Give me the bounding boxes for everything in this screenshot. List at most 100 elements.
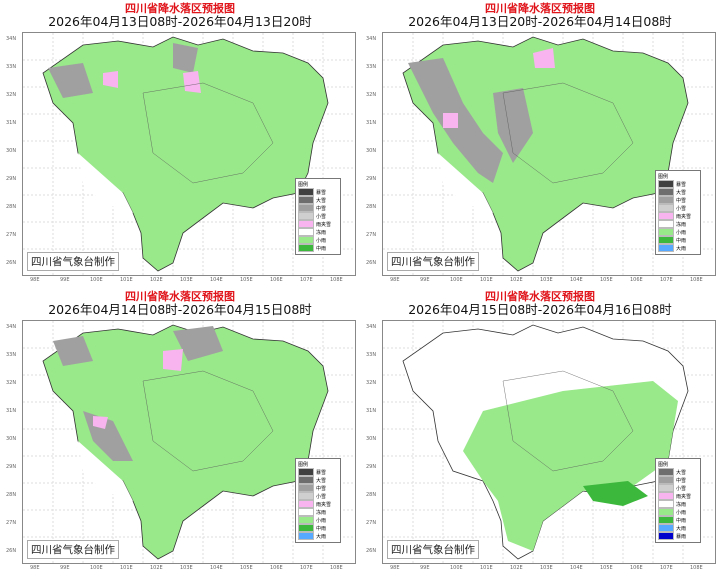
legend-swatch	[298, 484, 314, 492]
lat-tick-label: 33N	[6, 64, 17, 70]
lon-tick-label: 98E	[30, 277, 40, 283]
lat-tick-label: 31N	[6, 120, 17, 126]
lon-tick-label: 107E	[660, 565, 673, 571]
lon-tick-label: 102E	[510, 565, 523, 571]
lon-tick-label: 99E	[60, 277, 70, 283]
lon-tick-label: 99E	[420, 565, 430, 571]
legend-label: 大雪	[316, 197, 327, 204]
legend-item: 中雪	[658, 196, 698, 204]
producer-credit: 四川省气象台制作	[27, 252, 119, 271]
legend: 图例 暴雪 大雪 中雪 小雪 雨夹雪 冻雨 小雨 中雨	[295, 178, 341, 255]
lat-tick-label: 34N	[366, 36, 377, 42]
lon-tick-label: 100E	[90, 565, 103, 571]
lon-tick-label: 105E	[240, 565, 253, 571]
lat-tick-label: 29N	[6, 464, 17, 470]
legend-label: 大雨	[676, 245, 687, 252]
snow-area	[48, 63, 93, 98]
legend-label: 中雨	[676, 237, 687, 244]
lon-tick-label: 106E	[630, 277, 643, 283]
panel-period-title: 2026年04月13日08时-2026年04月13日20时	[48, 14, 312, 29]
lat-tick-label: 32N	[366, 92, 377, 98]
lon-tick-label: 99E	[60, 565, 70, 571]
sleet-area	[443, 113, 458, 128]
legend-swatch	[298, 188, 314, 196]
lat-tick-label: 30N	[6, 148, 17, 154]
lon-tick-label: 104E	[210, 277, 223, 283]
legend-label: 小雨	[316, 517, 327, 524]
city-boundaries	[142, 82, 274, 184]
legend-item: 中雨	[298, 244, 338, 252]
lat-tick-label: 33N	[366, 352, 377, 358]
legend-label: 小雨	[676, 509, 687, 516]
legend-swatch	[298, 516, 314, 524]
legend-label: 暴雨	[676, 533, 687, 540]
legend-label: 大雨	[316, 533, 327, 540]
lat-tick-label: 26N	[366, 260, 377, 266]
snow-area	[173, 43, 198, 73]
legend-label: 大雪	[316, 477, 327, 484]
legend-swatch	[658, 468, 674, 476]
lat-tick-label: 27N	[366, 520, 377, 526]
legend-label: 冻雨	[316, 229, 327, 236]
legend-swatch	[658, 196, 674, 204]
lat-tick-label: 30N	[366, 436, 377, 442]
legend-swatch	[298, 204, 314, 212]
forecast-panel: 四川省降水落区预报图 2026年04月13日08时-2026年04月13日20时…	[2, 2, 358, 286]
legend-item: 冻雨	[298, 508, 338, 516]
legend-item: 暴雪	[298, 188, 338, 196]
lat-tick-label: 32N	[6, 92, 17, 98]
legend-label: 雨夹雪	[676, 493, 692, 500]
legend-label: 大雪	[676, 469, 687, 476]
sichuan-map	[383, 33, 715, 275]
legend-item: 雨夹雪	[658, 212, 698, 220]
panel-main-title: 四川省降水落区预报图	[485, 2, 595, 15]
producer-credit: 四川省气象台制作	[387, 540, 479, 559]
lat-tick-label: 31N	[366, 408, 377, 414]
lon-tick-label: 102E	[150, 565, 163, 571]
sleet-area	[183, 71, 201, 93]
legend-swatch	[658, 500, 674, 508]
lat-tick-label: 34N	[6, 324, 17, 330]
lat-tick-label: 33N	[366, 64, 377, 70]
lon-tick-label: 106E	[270, 277, 283, 283]
lon-tick-label: 98E	[30, 565, 40, 571]
legend-swatch	[658, 180, 674, 188]
lat-tick-label: 28N	[6, 492, 17, 498]
sleet-area	[93, 416, 108, 429]
legend-item: 冻雨	[658, 500, 698, 508]
lon-tick-label: 100E	[450, 565, 463, 571]
legend-item: 小雨	[298, 516, 338, 524]
legend: 图例 暴雪 大雪 中雪 小雪 雨夹雪 冻雨 小雨 中雨 大雨	[655, 170, 701, 255]
lon-tick-label: 98E	[390, 565, 400, 571]
legend-label: 大雨	[676, 525, 687, 532]
legend-item: 小雪	[658, 204, 698, 212]
legend-label: 中雨	[676, 517, 687, 524]
lat-tick-label: 34N	[6, 36, 17, 42]
no-precip-area	[438, 153, 493, 213]
legend-item: 中雨	[658, 236, 698, 244]
legend-swatch	[658, 476, 674, 484]
legend-label: 冻雨	[316, 509, 327, 516]
panel-period-title: 2026年04月14日08时-2026年04月15日08时	[48, 302, 312, 317]
legend-item: 冻雨	[658, 220, 698, 228]
legend-item: 暴雪	[658, 180, 698, 188]
legend-item: 中雪	[298, 484, 338, 492]
lon-tick-label: 108E	[330, 277, 343, 283]
lon-tick-label: 101E	[120, 277, 133, 283]
panel-main-title: 四川省降水落区预报图	[125, 290, 235, 303]
map-frame: 四川省气象台制作 图例 暴雪 大雪 中雪 小雪 雨夹雪 冻雨 小雨 中雨	[22, 32, 356, 276]
map-frame: 四川省气象台制作 图例 暴雪 大雪 中雪 小雪 雨夹雪 冻雨 小雨 中雨 大雨	[382, 32, 716, 276]
legend-label: 小雪	[676, 485, 687, 492]
legend-swatch	[298, 220, 314, 228]
legend-swatch	[298, 468, 314, 476]
legend-label: 小雨	[316, 237, 327, 244]
lon-tick-label: 104E	[570, 277, 583, 283]
legend-item: 暴雪	[298, 468, 338, 476]
legend-swatch	[298, 532, 314, 540]
lat-tick-label: 30N	[6, 436, 17, 442]
legend-label: 小雪	[316, 493, 327, 500]
legend-swatch	[658, 484, 674, 492]
lon-tick-label: 100E	[450, 277, 463, 283]
sichuan-map	[23, 33, 355, 275]
lat-tick-label: 34N	[366, 324, 377, 330]
